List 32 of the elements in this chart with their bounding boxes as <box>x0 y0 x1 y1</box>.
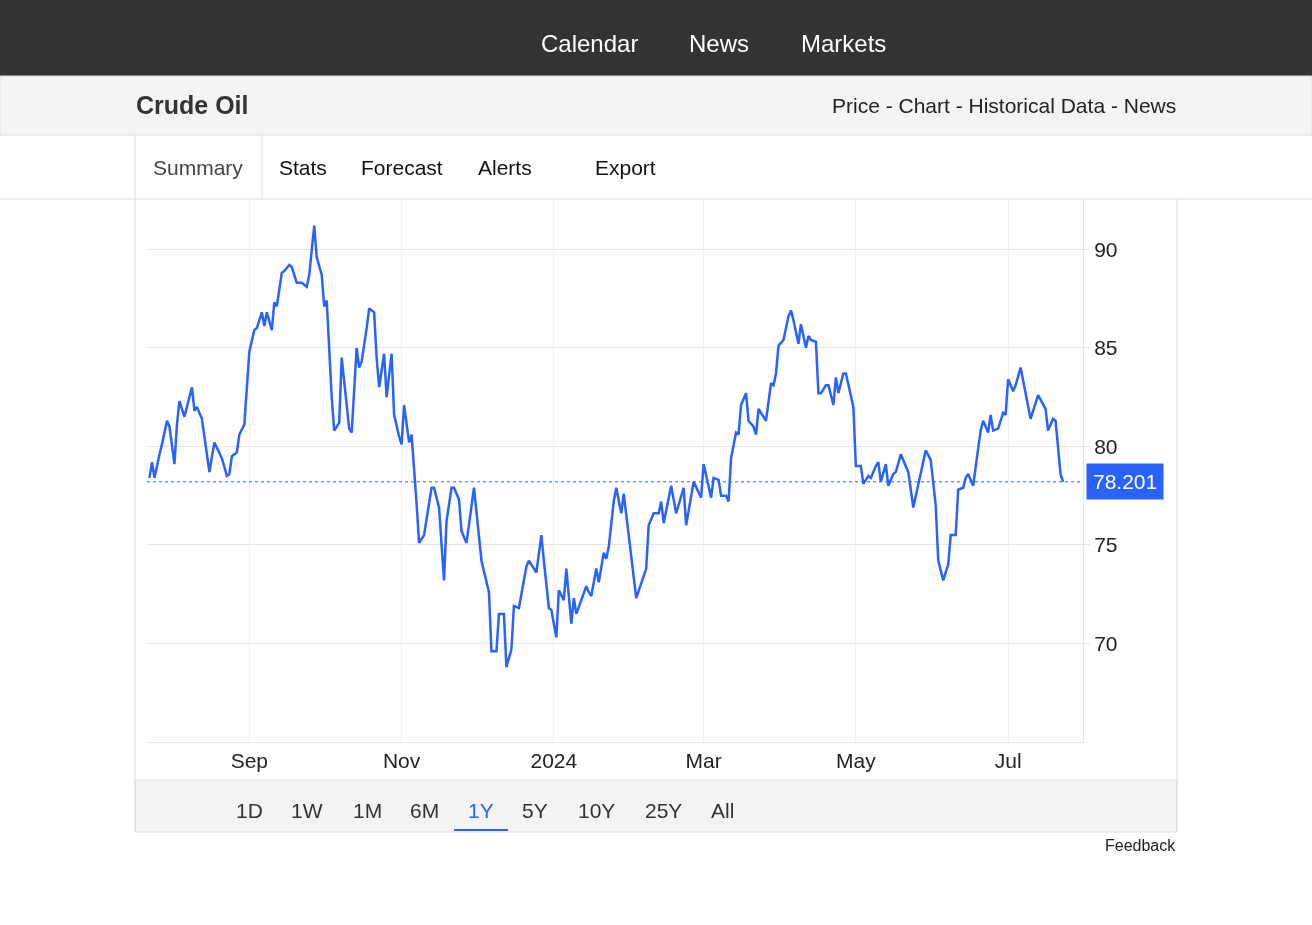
text: News <box>689 30 750 57</box>
text: 1Y <box>468 799 494 822</box>
x-tick-label: May <box>836 749 877 773</box>
y-tick-label: 90 <box>1094 237 1118 261</box>
text: 1D <box>236 799 263 822</box>
x-tick-label: Mar <box>685 749 722 773</box>
chart-title: Crude Oil <box>136 91 249 119</box>
text: 6M <box>410 799 440 822</box>
chart-subtitle: Price - Chart - Historical Data - News <box>832 94 1177 117</box>
text: Summary <box>153 156 244 179</box>
text: 5Y <box>522 799 548 822</box>
text: Alerts <box>478 156 532 179</box>
ref-line-label: 78.201 <box>1093 470 1158 493</box>
text: 25Y <box>645 799 683 822</box>
x-tick-label: Jul <box>994 749 1022 773</box>
text: Forecast <box>361 156 443 179</box>
x-tick-label: Nov <box>382 749 421 773</box>
text: Export <box>595 156 656 179</box>
text: Calendar <box>541 30 639 57</box>
text: Stats <box>279 156 327 179</box>
x-tick-label: 2024 <box>530 749 578 773</box>
text: All <box>711 799 735 822</box>
y-tick-label: 75 <box>1094 533 1118 557</box>
text: Markets <box>801 30 887 57</box>
text: Feedback <box>1105 837 1177 854</box>
y-tick-label: 70 <box>1094 631 1118 655</box>
text: 10Y <box>578 799 616 822</box>
x-tick-label: Sep <box>230 749 269 773</box>
y-tick-label: 85 <box>1094 336 1118 360</box>
text: 1W <box>291 799 323 822</box>
y-tick-label: 80 <box>1094 434 1118 458</box>
text: 1M <box>353 799 383 822</box>
